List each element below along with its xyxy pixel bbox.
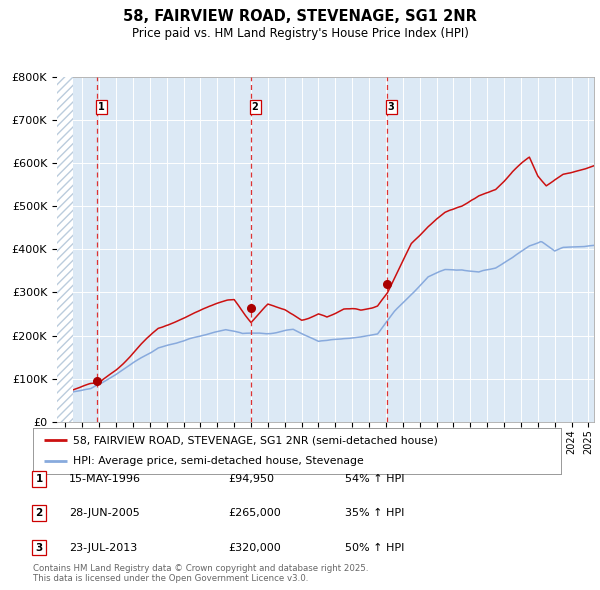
Text: 35% ↑ HPI: 35% ↑ HPI	[345, 509, 404, 518]
Text: 23-JUL-2013: 23-JUL-2013	[69, 543, 137, 552]
Bar	[57, 77, 73, 422]
Text: 58, FAIRVIEW ROAD, STEVENAGE, SG1 2NR (semi-detached house): 58, FAIRVIEW ROAD, STEVENAGE, SG1 2NR (s…	[73, 435, 437, 445]
Text: Contains HM Land Registry data © Crown copyright and database right 2025.
This d: Contains HM Land Registry data © Crown c…	[33, 563, 368, 583]
Text: 54% ↑ HPI: 54% ↑ HPI	[345, 474, 404, 484]
Text: 50% ↑ HPI: 50% ↑ HPI	[345, 543, 404, 552]
Text: 1: 1	[98, 102, 104, 112]
Text: £94,950: £94,950	[228, 474, 274, 484]
Text: £320,000: £320,000	[228, 543, 281, 552]
Text: 3: 3	[35, 543, 43, 552]
Text: Price paid vs. HM Land Registry's House Price Index (HPI): Price paid vs. HM Land Registry's House …	[131, 27, 469, 40]
Text: 28-JUN-2005: 28-JUN-2005	[69, 509, 140, 518]
Text: 3: 3	[388, 102, 394, 112]
Text: 58, FAIRVIEW ROAD, STEVENAGE, SG1 2NR: 58, FAIRVIEW ROAD, STEVENAGE, SG1 2NR	[123, 9, 477, 24]
Text: 2: 2	[35, 509, 43, 518]
Text: 1: 1	[35, 474, 43, 484]
Text: HPI: Average price, semi-detached house, Stevenage: HPI: Average price, semi-detached house,…	[73, 456, 364, 466]
Text: £265,000: £265,000	[228, 509, 281, 518]
Text: 15-MAY-1996: 15-MAY-1996	[69, 474, 141, 484]
Text: 2: 2	[251, 102, 259, 112]
